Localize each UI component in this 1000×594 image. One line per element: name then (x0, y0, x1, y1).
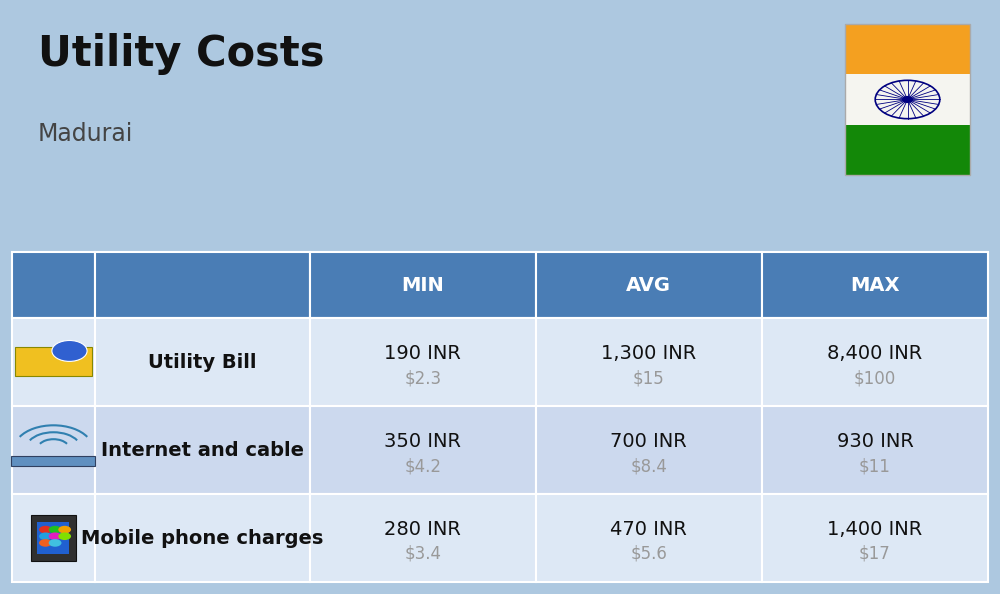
Text: MIN: MIN (401, 276, 444, 295)
Circle shape (39, 532, 52, 540)
Text: MAX: MAX (850, 276, 900, 295)
Bar (845, 74, 970, 125)
Circle shape (903, 97, 912, 102)
Bar (310, 406, 536, 494)
Bar (12, 494, 95, 582)
Bar (12, 406, 95, 494)
Circle shape (49, 526, 61, 533)
Text: Internet and cable: Internet and cable (101, 441, 304, 460)
Bar (31, 516, 76, 561)
Text: Madurai: Madurai (38, 122, 133, 146)
Bar (310, 252, 536, 318)
Text: AVG: AVG (626, 276, 671, 295)
Bar (536, 252, 762, 318)
Text: $8.4: $8.4 (630, 457, 667, 475)
Bar (310, 494, 536, 582)
Bar (95, 494, 310, 582)
Text: 280 INR: 280 INR (384, 520, 461, 539)
Bar (310, 318, 536, 406)
Circle shape (49, 532, 61, 540)
Text: $4.2: $4.2 (404, 457, 441, 475)
Bar (762, 406, 988, 494)
Text: $2.3: $2.3 (404, 369, 441, 387)
Bar (536, 406, 762, 494)
Text: 190 INR: 190 INR (384, 344, 461, 363)
Circle shape (39, 526, 52, 533)
Text: $3.4: $3.4 (404, 545, 441, 563)
Bar (536, 318, 762, 406)
Bar (845, 24, 970, 74)
Text: Mobile phone charges: Mobile phone charges (81, 529, 324, 548)
Text: Utility Costs: Utility Costs (38, 33, 324, 75)
Bar (15, 347, 92, 375)
Circle shape (39, 539, 52, 546)
Bar (762, 318, 988, 406)
Circle shape (58, 526, 71, 533)
Text: $100: $100 (854, 369, 896, 387)
Text: $5.6: $5.6 (630, 545, 667, 563)
Bar (762, 252, 988, 318)
Text: Utility Bill: Utility Bill (148, 353, 257, 372)
Text: $17: $17 (859, 545, 891, 563)
Circle shape (58, 532, 71, 540)
Text: 930 INR: 930 INR (837, 432, 913, 451)
Text: 350 INR: 350 INR (384, 432, 461, 451)
Bar (95, 252, 310, 318)
Text: 1,300 INR: 1,300 INR (601, 344, 696, 363)
Bar (12, 252, 95, 318)
Text: 1,400 INR: 1,400 INR (827, 520, 923, 539)
Bar (11, 456, 95, 466)
Bar (536, 494, 762, 582)
Text: $11: $11 (859, 457, 891, 475)
Bar (37, 522, 69, 554)
Bar (845, 24, 970, 175)
Bar (95, 318, 310, 406)
Bar (762, 494, 988, 582)
Bar (12, 318, 95, 406)
Text: 700 INR: 700 INR (610, 432, 687, 451)
Bar (845, 125, 970, 175)
Text: 8,400 INR: 8,400 INR (827, 344, 923, 363)
Circle shape (52, 340, 87, 361)
Text: 470 INR: 470 INR (610, 520, 687, 539)
Bar (95, 406, 310, 494)
Circle shape (49, 539, 61, 546)
Text: $15: $15 (633, 369, 665, 387)
